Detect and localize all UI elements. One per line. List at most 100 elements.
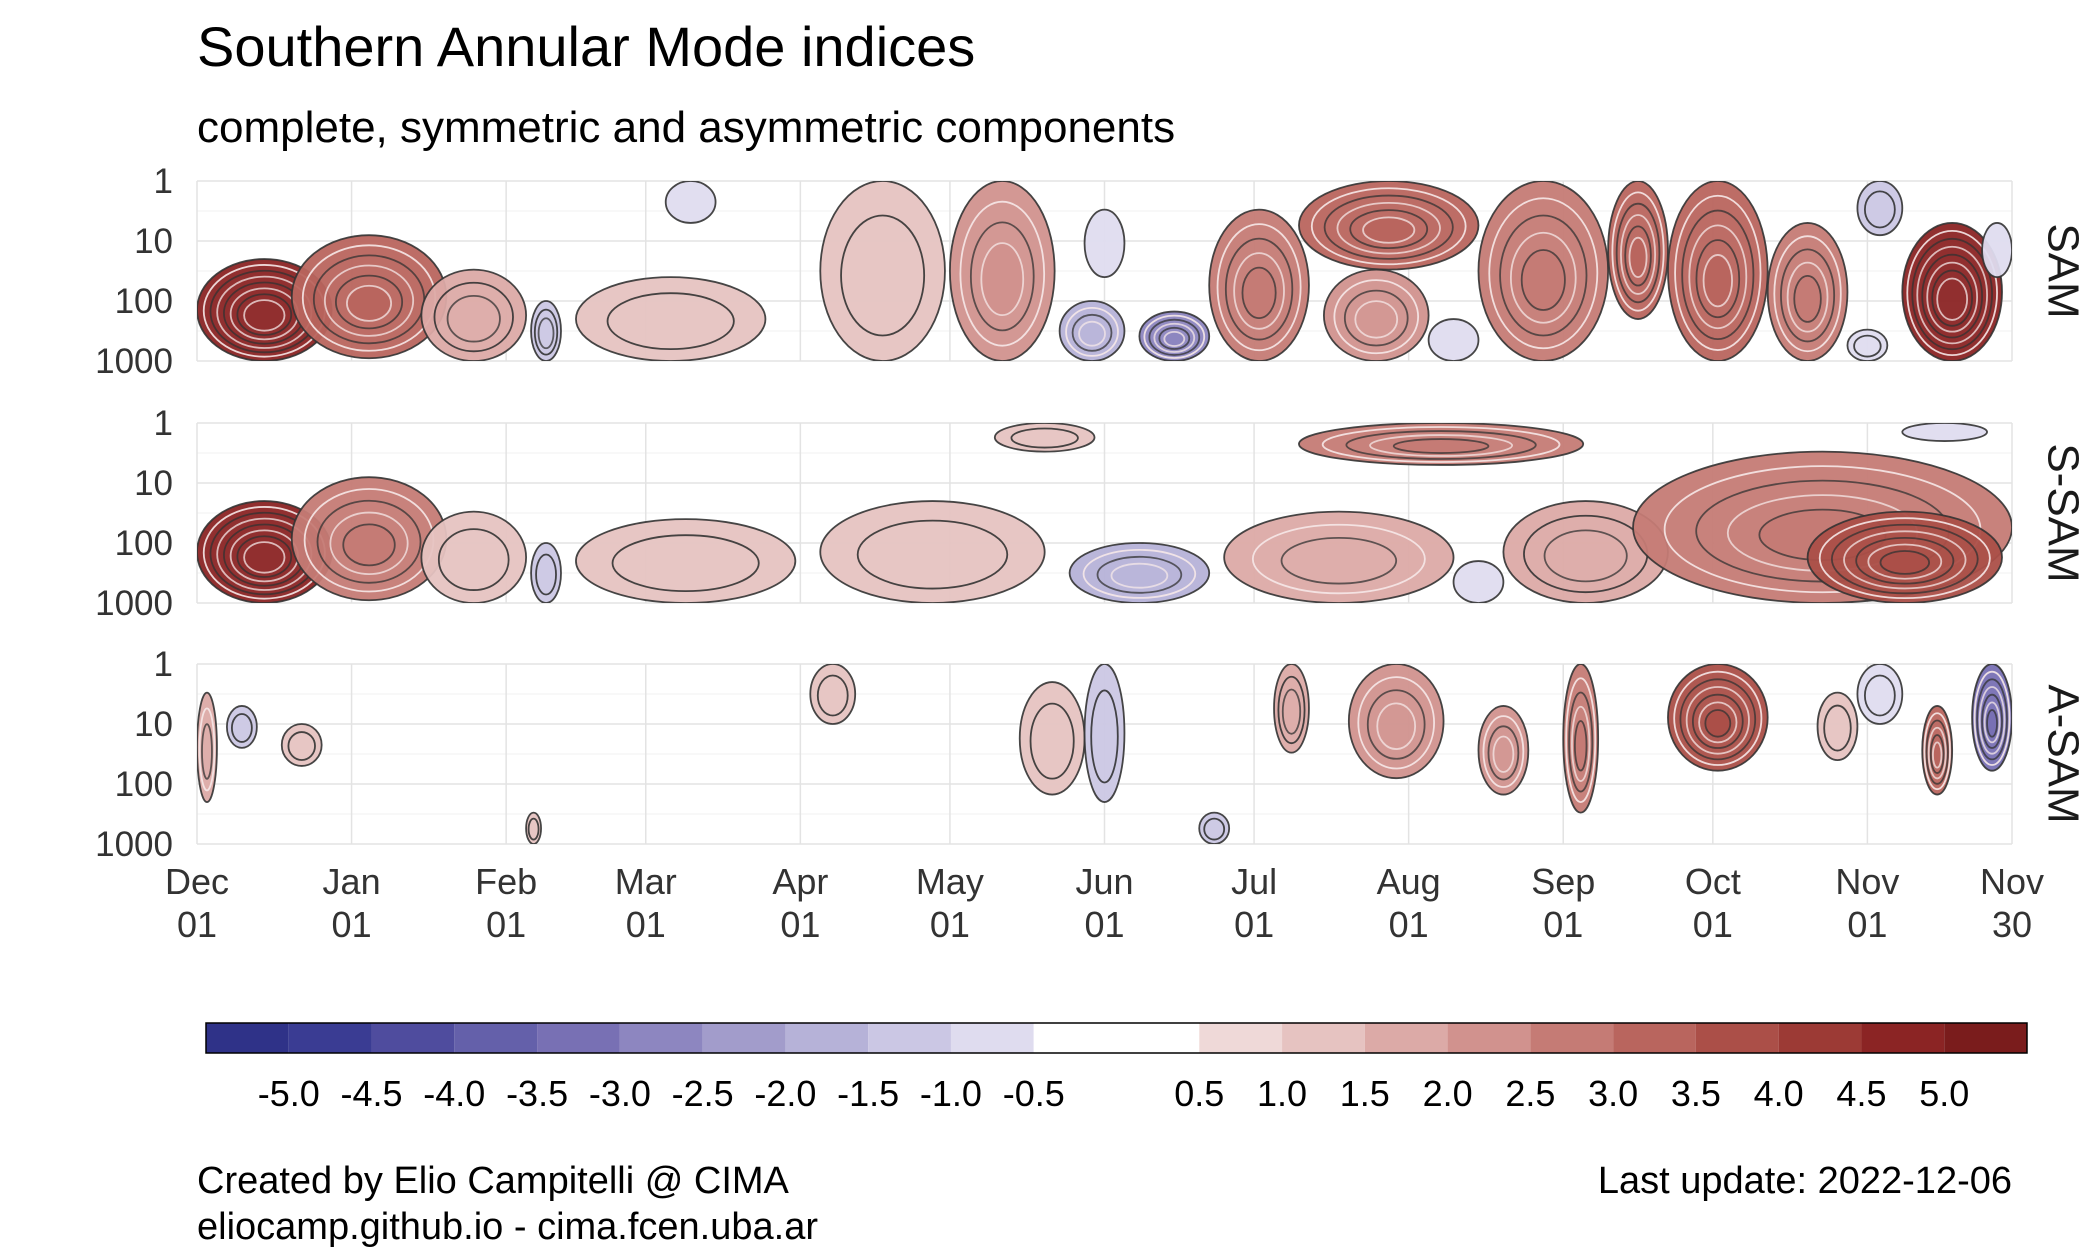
anomaly-feature — [1901, 222, 2003, 361]
x-tick-day: 01 — [1084, 904, 1124, 945]
colorbar-swatch — [619, 1023, 703, 1053]
anomaly-feature — [1298, 181, 1480, 271]
colorbar-tick-label: -3.0 — [589, 1073, 651, 1114]
anomaly-feature — [1901, 423, 1988, 442]
panel-label: S-SAM — [2038, 443, 2087, 582]
panel-sam: 1 10 100 1000 SAM — [95, 162, 2087, 381]
x-tick-month: Aug — [1377, 861, 1441, 902]
y-tick-label: 1 — [154, 162, 173, 201]
anomaly-feature — [1273, 664, 1310, 754]
anomaly-feature — [1083, 208, 1126, 279]
anomaly-feature — [280, 723, 323, 767]
colorbar-tick-label: -1.5 — [837, 1073, 899, 1114]
panel-label: A-SAM — [2038, 684, 2087, 823]
panel-a-sam: 1 10 100 1000 A-SAM — [95, 645, 2087, 864]
colorbar-swatch — [1695, 1023, 1779, 1053]
colorbar-tick-label: 4.0 — [1754, 1073, 1804, 1114]
anomaly-feature — [1477, 181, 1609, 361]
chart-subtitle: complete, symmetric and asymmetric compo… — [197, 103, 1175, 152]
anomaly-feature — [1667, 664, 1769, 772]
x-axis: Dec01Jan01Feb01Mar01Apr01May01Jun01Jul01… — [165, 861, 2044, 945]
anomaly-feature — [1427, 318, 1480, 361]
anomaly-feature — [1138, 310, 1211, 361]
colorbar-frame — [205, 1022, 2028, 1054]
colorbar-swatch — [868, 1023, 951, 1053]
anomaly-feature — [1018, 681, 1086, 796]
colorbar-tick-label: 2.0 — [1423, 1073, 1473, 1114]
x-tick-month: Sep — [1531, 861, 1595, 902]
colorbar-swatch — [454, 1023, 538, 1053]
anomaly-feature — [575, 276, 767, 361]
anomaly-feature — [1347, 664, 1445, 780]
x-tick-month: Nov — [1835, 861, 1899, 902]
anomaly-feature — [1667, 181, 1769, 361]
colorbar-tick-label: -4.0 — [423, 1073, 485, 1114]
anomaly-feature — [1856, 664, 1904, 725]
anomaly-feature — [1846, 328, 1889, 361]
anomaly-feature — [1198, 811, 1231, 844]
y-tick-label: 100 — [115, 524, 173, 563]
anomaly-feature — [1971, 664, 2012, 772]
anomaly-feature — [1208, 208, 1310, 361]
x-tick-month: Jan — [323, 861, 381, 902]
colorbar-tick-label: -5.0 — [258, 1073, 320, 1114]
colorbar-swatch — [371, 1023, 455, 1053]
anomaly-feature — [530, 542, 562, 603]
y-tick-label: 1000 — [95, 584, 173, 623]
colorbar-tick-label: 3.5 — [1671, 1073, 1721, 1114]
last-update: Last update: 2022-12-06 — [1598, 1160, 2012, 1202]
anomaly-feature — [197, 691, 218, 803]
anomaly-feature — [1856, 181, 1904, 237]
anomaly-feature — [290, 234, 448, 360]
x-tick-month: Feb — [475, 861, 537, 902]
x-tick-month: Mar — [615, 861, 677, 902]
colorbar-tick-label: 3.0 — [1588, 1073, 1638, 1114]
feature-layer — [197, 423, 2012, 603]
anomaly-feature — [525, 811, 542, 844]
x-tick-month: Nov — [1980, 861, 2044, 902]
anomaly-feature — [530, 300, 562, 361]
anomaly-feature — [819, 500, 1046, 603]
x-tick-day: 01 — [332, 904, 372, 945]
colorbar-tick-label: -2.0 — [754, 1073, 816, 1114]
x-tick-day: 01 — [1693, 904, 1733, 945]
x-tick-day: 01 — [930, 904, 970, 945]
x-tick-month: May — [916, 861, 984, 902]
anomaly-feature — [1068, 542, 1211, 603]
anomaly-feature — [1477, 705, 1530, 796]
colorbar-swatch — [206, 1023, 289, 1053]
anomaly-feature — [420, 268, 527, 361]
colorbar-swatch — [1530, 1023, 1614, 1053]
colorbar: -5.0 -4.5 -4.0 -3.5 -3.0 -2.5 -2.0 -1.5 -1.0 -0.5… — [205, 1022, 2028, 1114]
x-tick-day: 01 — [486, 904, 526, 945]
colorbar-swatch — [1944, 1023, 2027, 1053]
y-tick-label: 100 — [115, 765, 173, 804]
x-tick-month: Apr — [772, 861, 828, 902]
colorbar-tick-label: 2.5 — [1505, 1073, 1555, 1114]
anomaly-feature — [819, 181, 946, 361]
anomaly-feature — [1766, 222, 1849, 361]
colorbar-tick-label: -0.5 — [1003, 1073, 1065, 1114]
anomaly-feature — [1083, 664, 1126, 803]
anomaly-feature — [1921, 705, 1954, 796]
colorbar-swatch — [1282, 1023, 1365, 1053]
anomaly-feature — [1452, 560, 1505, 603]
x-tick-day: 01 — [780, 904, 820, 945]
x-tick-month: Dec — [165, 861, 229, 902]
anomaly-feature — [1058, 300, 1126, 361]
colorbar-swatch — [950, 1023, 1034, 1053]
chart-title: Southern Annular Mode indices — [197, 15, 975, 78]
x-tick-month: Jun — [1075, 861, 1133, 902]
colorbar-swatch — [1861, 1023, 1945, 1053]
y-tick-label: 10 — [134, 705, 173, 744]
anomaly-feature — [1323, 268, 1430, 361]
x-tick-day: 01 — [626, 904, 666, 945]
anomaly-feature — [1298, 423, 1585, 466]
y-tick-label: 1000 — [95, 825, 173, 864]
colorbar-tick-label: -3.5 — [506, 1073, 568, 1114]
anomaly-feature — [420, 510, 527, 603]
anomaly-feature — [1562, 664, 1600, 814]
colorbar-swatch — [785, 1023, 869, 1053]
x-tick-day: 01 — [1234, 904, 1274, 945]
x-tick-day: 01 — [177, 904, 217, 945]
